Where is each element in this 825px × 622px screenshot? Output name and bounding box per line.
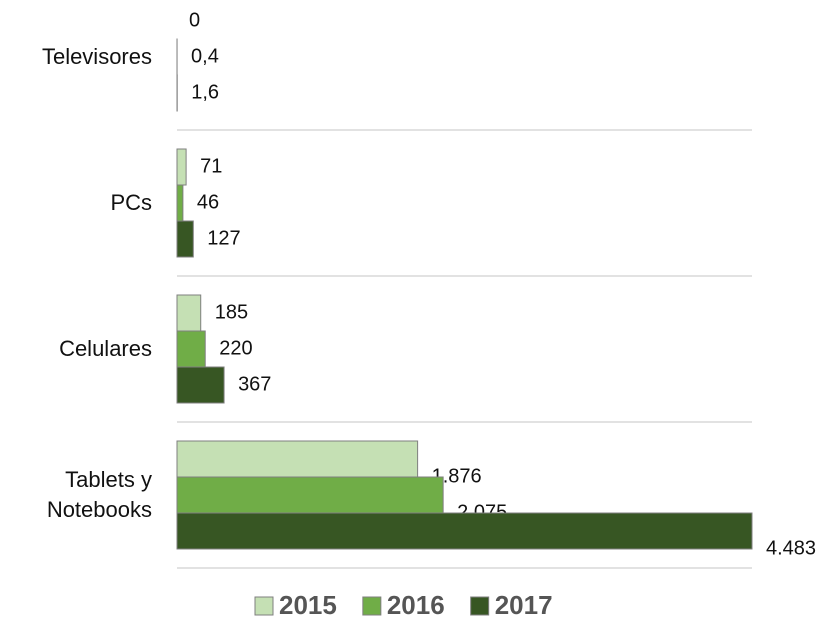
value-label: 0,4 xyxy=(191,45,219,67)
category-label-box: Televisores xyxy=(41,44,152,69)
bar xyxy=(176,294,202,332)
value-label: 1,6 xyxy=(191,81,219,103)
category-label-box: Celulares xyxy=(59,336,152,361)
legend-label: 2017 xyxy=(495,590,553,620)
value-label: 220 xyxy=(219,337,252,359)
bar xyxy=(176,512,753,550)
bar xyxy=(176,148,187,186)
legend-label: 2015 xyxy=(279,590,337,620)
value-label: 185 xyxy=(215,301,248,323)
value-label: 46 xyxy=(197,191,219,213)
bar xyxy=(176,476,444,514)
value-label: 4.483 xyxy=(766,537,816,559)
bar xyxy=(176,220,194,258)
bar xyxy=(176,330,206,368)
category-label: Televisores xyxy=(41,44,152,69)
value-label: 0 xyxy=(189,9,200,31)
legend-swatch xyxy=(362,596,382,616)
bar xyxy=(176,366,225,404)
legend-swatch xyxy=(254,596,274,616)
value-label: 127 xyxy=(207,227,240,249)
value-label: 71 xyxy=(200,155,222,177)
category-label: Tablets y Notebooks xyxy=(46,467,152,522)
bar xyxy=(176,440,419,478)
category-label-box: Tablets y Notebooks xyxy=(46,467,152,522)
value-label: 367 xyxy=(238,373,271,395)
value-label: 1.876 xyxy=(432,465,482,487)
legend-label: 2016 xyxy=(387,590,445,620)
bar xyxy=(176,184,184,222)
category-label: PCs xyxy=(110,190,152,215)
category-label: Celulares xyxy=(59,336,152,361)
legend-swatch xyxy=(470,596,490,616)
category-label-box: PCs xyxy=(110,190,152,215)
